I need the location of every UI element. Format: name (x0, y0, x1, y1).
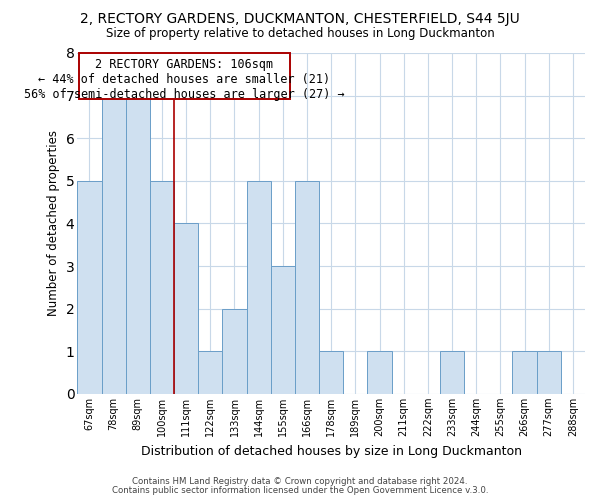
Bar (223, 308, 247, 394)
Bar (512, 352, 536, 394)
Bar (150, 181, 174, 394)
Text: ← 44% of detached houses are smaller (21): ← 44% of detached houses are smaller (21… (38, 73, 331, 86)
Text: Contains HM Land Registry data © Crown copyright and database right 2024.: Contains HM Land Registry data © Crown c… (132, 477, 468, 486)
Text: Contains public sector information licensed under the Open Government Licence v.: Contains public sector information licen… (112, 486, 488, 495)
Bar (271, 266, 295, 394)
Bar (367, 352, 392, 394)
Bar (295, 181, 319, 394)
Text: 2 RECTORY GARDENS: 106sqm: 2 RECTORY GARDENS: 106sqm (95, 58, 274, 71)
FancyBboxPatch shape (79, 53, 290, 99)
Bar (319, 352, 343, 394)
Text: 2, RECTORY GARDENS, DUCKMANTON, CHESTERFIELD, S44 5JU: 2, RECTORY GARDENS, DUCKMANTON, CHESTERF… (80, 12, 520, 26)
Bar (247, 181, 271, 394)
Text: 56% of semi-detached houses are larger (27) →: 56% of semi-detached houses are larger (… (24, 88, 344, 101)
X-axis label: Distribution of detached houses by size in Long Duckmanton: Distribution of detached houses by size … (140, 444, 521, 458)
Bar (101, 96, 125, 394)
Y-axis label: Number of detached properties: Number of detached properties (47, 130, 60, 316)
Bar (125, 96, 150, 394)
Bar (77, 181, 101, 394)
Bar (440, 352, 464, 394)
Text: Size of property relative to detached houses in Long Duckmanton: Size of property relative to detached ho… (106, 28, 494, 40)
Bar (198, 352, 223, 394)
Bar (174, 224, 198, 394)
Bar (536, 352, 561, 394)
